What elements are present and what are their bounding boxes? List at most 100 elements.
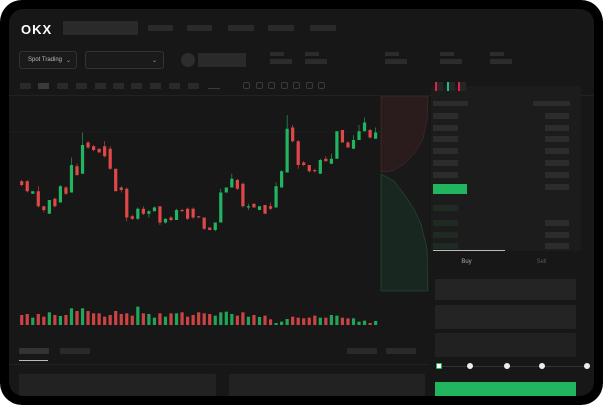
timeframe-button[interactable] xyxy=(150,83,161,89)
orderbook-both-icon[interactable] xyxy=(435,82,443,91)
slider-track[interactable] xyxy=(439,366,589,367)
volume-bar xyxy=(163,316,168,325)
orderbook-header-price xyxy=(433,101,468,106)
volume-bar xyxy=(180,312,184,325)
candle-body xyxy=(197,216,201,218)
ask-amount xyxy=(545,113,569,119)
timeframe-button[interactable] xyxy=(76,83,87,89)
candle-body xyxy=(180,210,184,212)
candle-body xyxy=(58,186,63,203)
nav-item[interactable] xyxy=(187,25,212,31)
tab-buy[interactable]: Buy xyxy=(461,259,472,265)
candle-body xyxy=(47,200,51,214)
timeframe-button[interactable] xyxy=(113,83,124,89)
fib-tool-icon[interactable] xyxy=(255,82,263,89)
candle-body xyxy=(268,206,273,209)
indicator-icon[interactable] xyxy=(208,82,220,89)
slider-step[interactable] xyxy=(584,363,590,369)
line-tool-icon[interactable] xyxy=(243,82,250,89)
stat-label xyxy=(440,52,454,56)
orderbook-sell-icon[interactable] xyxy=(458,82,466,91)
search-bar[interactable] xyxy=(63,21,138,35)
volume-bar xyxy=(141,313,145,325)
stat-label xyxy=(385,52,399,56)
volume-bar xyxy=(374,321,378,325)
volume-bar xyxy=(302,318,306,325)
settings-icon[interactable] xyxy=(305,82,313,89)
volume-bar xyxy=(191,315,195,325)
ruler-icon[interactable] xyxy=(280,82,288,89)
order-card xyxy=(19,374,216,396)
pair-select[interactable]: ⌄ xyxy=(85,51,164,69)
volume-bar xyxy=(224,311,228,325)
trend-icon[interactable] xyxy=(268,82,275,89)
slider-step[interactable] xyxy=(504,363,510,369)
bid-amount xyxy=(545,232,569,238)
buy-submit-button[interactable] xyxy=(435,382,576,396)
nav-item[interactable] xyxy=(228,25,254,31)
slider-step[interactable] xyxy=(467,363,473,369)
timeframe-button[interactable] xyxy=(169,83,180,89)
candle-body xyxy=(20,181,24,185)
filter-button[interactable] xyxy=(386,348,416,354)
timeframe-button[interactable] xyxy=(20,83,31,89)
slider-step[interactable] xyxy=(539,363,545,369)
divider xyxy=(9,95,594,96)
bid-price xyxy=(433,220,458,226)
amount-input[interactable] xyxy=(435,305,576,329)
candle-body xyxy=(103,146,107,157)
volume-bar xyxy=(291,316,295,325)
volume-bar xyxy=(335,315,339,325)
volume-bar xyxy=(351,318,356,325)
candle-body xyxy=(335,131,339,159)
volume-bar xyxy=(357,321,361,325)
volume-bar xyxy=(125,313,129,325)
last-price xyxy=(433,184,467,194)
ask-price xyxy=(433,125,458,131)
market-type-select[interactable]: Spot Trading ⌄ xyxy=(19,51,77,69)
price-input[interactable] xyxy=(435,279,576,300)
volume-bar xyxy=(158,313,162,325)
fullscreen-icon[interactable] xyxy=(318,82,325,89)
timeframe-button[interactable] xyxy=(188,83,199,89)
orderbook-buy-icon[interactable] xyxy=(446,82,455,91)
candle-body xyxy=(125,188,129,218)
volume-bar xyxy=(80,308,85,325)
filter-button[interactable] xyxy=(347,348,377,354)
slider-step[interactable] xyxy=(436,363,442,369)
volume-bar xyxy=(197,312,201,325)
tab-open-orders[interactable] xyxy=(19,348,49,354)
timeframe-button[interactable] xyxy=(95,83,106,89)
timeframe-button[interactable] xyxy=(57,83,68,89)
timeframe-button[interactable] xyxy=(131,83,142,89)
candle-body xyxy=(296,141,300,165)
nav-item[interactable] xyxy=(310,25,336,31)
candle-body xyxy=(235,180,239,189)
camera-icon[interactable] xyxy=(293,82,300,89)
candle-body xyxy=(307,165,311,172)
candle-body xyxy=(174,210,179,220)
okx-logo: OKX xyxy=(21,22,53,37)
total-input[interactable] xyxy=(435,333,576,357)
candle-body xyxy=(119,187,123,190)
volume-bar xyxy=(47,312,51,325)
ask-amount xyxy=(545,136,569,142)
volume-bar xyxy=(329,315,333,325)
nav-item[interactable] xyxy=(148,25,173,31)
candle-body xyxy=(340,130,345,143)
price-chart[interactable] xyxy=(9,9,594,396)
volume-bar xyxy=(25,314,29,325)
chevron-down-icon: ⌄ xyxy=(66,57,72,64)
nav-item[interactable] xyxy=(268,25,294,31)
timeframe-button[interactable] xyxy=(38,83,49,89)
candle-body xyxy=(191,208,195,218)
candle-body xyxy=(163,218,168,223)
ask-price xyxy=(433,160,458,166)
tab-sell[interactable]: Sell xyxy=(536,259,547,265)
tab-order-history[interactable] xyxy=(60,348,90,354)
volume-bar xyxy=(114,311,118,325)
candle-body xyxy=(141,208,145,214)
candle-body xyxy=(351,140,356,149)
buy-tab-indicator xyxy=(433,250,505,251)
ask-price xyxy=(433,172,458,178)
